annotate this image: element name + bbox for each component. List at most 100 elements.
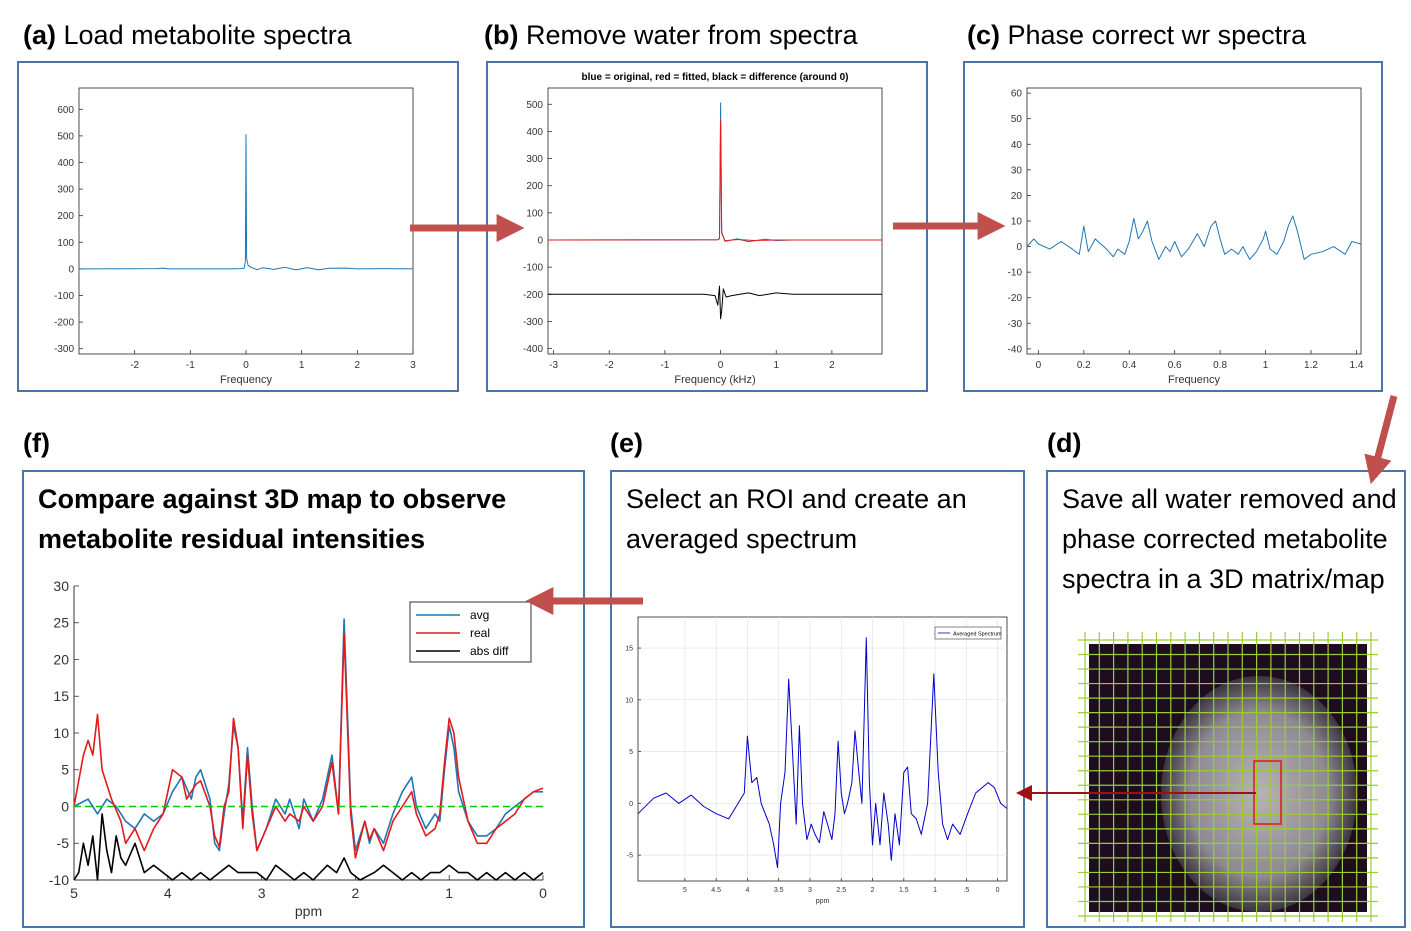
- y-tick-label: 400: [57, 158, 74, 169]
- panel-a-label: (a) Load metabolite spectra: [23, 20, 352, 51]
- y-tick-label: 0: [1016, 242, 1022, 253]
- y-tick-label: 600: [57, 105, 74, 116]
- x-tick-label: 2: [829, 360, 835, 371]
- panel-e-label: (e): [610, 428, 643, 459]
- y-tick-label: 10: [625, 697, 633, 704]
- panel-e-text: Select an ROI and create an averaged spe…: [626, 484, 967, 554]
- y-tick-label: -100: [54, 291, 74, 302]
- y-tick-label: 200: [57, 211, 74, 222]
- legend-label: avg: [470, 608, 489, 622]
- y-tick-label: 50: [1011, 114, 1023, 125]
- panel-f-label: (f): [23, 428, 50, 459]
- y-tick-label: 30: [1011, 165, 1023, 176]
- x-tick-label: 5: [70, 885, 78, 901]
- y-tick-label: 100: [526, 208, 543, 219]
- x-tick-label: 0: [243, 360, 249, 371]
- x-tick-label: 1: [1263, 360, 1269, 371]
- x-axis-label: Frequency: [220, 374, 272, 386]
- x-tick-label: 0.4: [1122, 360, 1136, 371]
- y-tick-label: 20: [1011, 191, 1023, 202]
- series-line-b-2: [548, 285, 882, 320]
- x-tick-label: 0: [539, 885, 547, 901]
- y-tick-label: 30: [53, 578, 69, 594]
- y-tick-label: 100: [57, 238, 74, 249]
- x-axis-label: Frequency: [1168, 374, 1220, 386]
- x-tick-label: 0: [718, 360, 724, 371]
- panel-c-title: Phase correct wr spectra: [1007, 20, 1307, 50]
- y-tick-label: -20: [1008, 293, 1023, 304]
- series-line-b-1: [547, 120, 882, 242]
- x-tick-label: 5: [683, 887, 687, 894]
- x-tick-label: 1.5: [899, 887, 909, 894]
- x-tick-label: 3.5: [774, 887, 784, 894]
- y-tick-label: 25: [53, 615, 69, 631]
- y-tick-label: 10: [1011, 217, 1023, 228]
- x-tick-label: 4: [745, 887, 749, 894]
- panel-a-title: Load metabolite spectra: [63, 20, 352, 50]
- x-tick-label: 1: [933, 887, 937, 894]
- y-tick-label: 0: [629, 801, 633, 808]
- series-line-f-2: [73, 813, 544, 881]
- y-tick-label: 15: [625, 646, 633, 653]
- y-tick-label: 0: [68, 264, 74, 275]
- y-tick-label: -400: [523, 344, 543, 355]
- x-tick-label: 2: [871, 887, 875, 894]
- x-tick-label: -2: [605, 360, 614, 371]
- x-tick-label: 1.2: [1304, 360, 1318, 371]
- y-tick-label: 5: [61, 762, 69, 778]
- legend-box: [934, 626, 1002, 640]
- series-line-f-0: [73, 618, 543, 852]
- y-tick-label: 60: [1011, 89, 1023, 100]
- plot-frame-e: [637, 616, 1008, 882]
- x-tick-label: 1: [299, 360, 305, 371]
- panel-f-box: [22, 470, 585, 928]
- x-tick-label: 0.6: [1168, 360, 1182, 371]
- panel-a-tag: (a): [23, 20, 56, 50]
- x-tick-label: 0.8: [1213, 360, 1227, 371]
- x-tick-label: 3: [410, 360, 416, 371]
- y-tick-label: -100: [523, 263, 543, 274]
- x-axis-label: Frequency (kHz): [674, 374, 755, 386]
- chart-e: 5 4.5 4 3.5 3 2.5 2 1.5 1.5 0-5051015ppmAveraged …: [625, 616, 1008, 905]
- y-tick-label: 5: [629, 749, 633, 756]
- chart-b: -3 -2 -1 0 1 2 -400 -300 -200 -100 0 100 200 300 400 50…: [523, 72, 883, 386]
- legend-box: [409, 601, 532, 663]
- y-tick-label: -300: [54, 344, 74, 355]
- x-tick-label: 1: [445, 885, 453, 901]
- y-tick-label: 400: [526, 127, 543, 138]
- panel-b-label: (b) Remove water from spectra: [484, 20, 858, 51]
- x-tick-label: 2: [352, 885, 360, 901]
- y-tick-label: -40: [1008, 344, 1023, 355]
- y-tick-label: 15: [53, 688, 69, 704]
- y-tick-label: -10: [49, 872, 69, 888]
- y-tick-label: 300: [57, 185, 74, 196]
- panel-d-text: Save all water removed and phase correct…: [1062, 484, 1397, 594]
- panel-b-title: Remove water from spectra: [526, 20, 858, 50]
- y-tick-label: -5: [627, 853, 633, 860]
- x-tick-label: 1: [773, 360, 779, 371]
- y-tick-label: -300: [523, 317, 543, 328]
- x-axis-label: ppm: [816, 898, 830, 905]
- y-tick-label: 200: [526, 181, 543, 192]
- x-tick-label: 4.5: [711, 887, 721, 894]
- y-tick-label: 20: [53, 651, 69, 667]
- x-tick-label: 3: [808, 887, 812, 894]
- legend-label: Averaged Spectrum: [953, 632, 1002, 638]
- arrow-c-to-d: [1364, 395, 1398, 485]
- x-tick-label: 2: [355, 360, 361, 371]
- x-tick-label: .5: [963, 887, 969, 894]
- x-tick-label: 4: [164, 885, 172, 901]
- panel-d-label: (d): [1047, 428, 1081, 459]
- chart-title: blue = original, red = fitted, black = d…: [581, 72, 848, 83]
- y-tick-label: 0: [61, 798, 69, 814]
- y-tick-label: -10: [1008, 268, 1023, 279]
- panel-f-text: Compare against 3D map to observe metabo…: [38, 484, 507, 554]
- x-tick-label: -1: [660, 360, 669, 371]
- x-axis-label: ppm: [295, 903, 322, 919]
- panel-e-tag: (e): [610, 428, 643, 458]
- series-line-e-0: [637, 637, 1008, 868]
- x-tick-label: 2.5: [836, 887, 846, 894]
- y-tick-label: 40: [1011, 140, 1023, 151]
